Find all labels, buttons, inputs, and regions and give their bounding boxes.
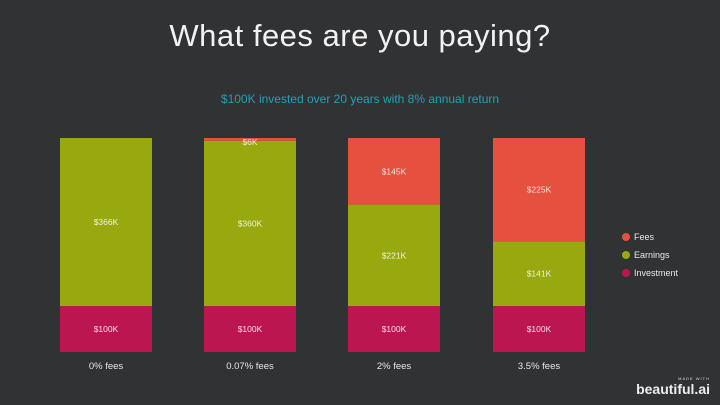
data-label: $360K <box>238 218 263 228</box>
data-label: $100K <box>238 324 263 334</box>
data-label: $145K <box>382 166 407 176</box>
legend-item-earnings: Earnings <box>622 246 678 264</box>
data-label: $100K <box>94 324 119 334</box>
legend-item-investment: Investment <box>622 264 678 282</box>
category-label: 2% fees <box>377 361 412 372</box>
bar-fees <box>204 138 296 141</box>
bar-fees <box>493 138 585 242</box>
data-label: $100K <box>382 324 407 334</box>
legend: Fees Earnings Investment <box>622 228 678 282</box>
data-label: $141K <box>527 269 552 279</box>
legend-label: Investment <box>634 268 679 278</box>
bar-earnings <box>204 140 296 307</box>
legend-label: Fees <box>634 232 655 242</box>
bar-investment <box>204 306 296 352</box>
slide-subtitle: $100K invested over 20 years with 8% ann… <box>220 92 500 106</box>
data-label: $366K <box>94 217 119 227</box>
bar-earnings <box>348 204 440 307</box>
bar-earnings <box>60 138 152 307</box>
bar-investment <box>60 306 152 352</box>
fees-dot-icon <box>622 233 630 241</box>
data-label: $221K <box>382 250 407 260</box>
category-label: 0.07% fees <box>226 361 274 372</box>
legend-item-fees: Fees <box>622 228 678 246</box>
data-label: $100K <box>527 324 552 334</box>
brand-name: beautiful.ai <box>636 381 710 397</box>
bar-fees <box>348 138 440 205</box>
slide-title: What fees are you paying? <box>169 18 551 53</box>
bar-investment <box>493 306 585 352</box>
brand-logo: MADE WITH beautiful.ai <box>636 376 710 397</box>
bar-earnings <box>493 241 585 307</box>
earnings-dot-icon <box>622 251 630 259</box>
data-label: $6K <box>242 137 257 147</box>
made-with-label: MADE WITH <box>678 376 710 381</box>
category-label: 0% fees <box>89 361 124 372</box>
legend-label: Earnings <box>634 250 670 260</box>
bar-investment <box>348 306 440 352</box>
investment-dot-icon <box>622 269 630 277</box>
data-label: $225K <box>527 185 552 195</box>
category-label: 3.5% fees <box>518 361 560 372</box>
